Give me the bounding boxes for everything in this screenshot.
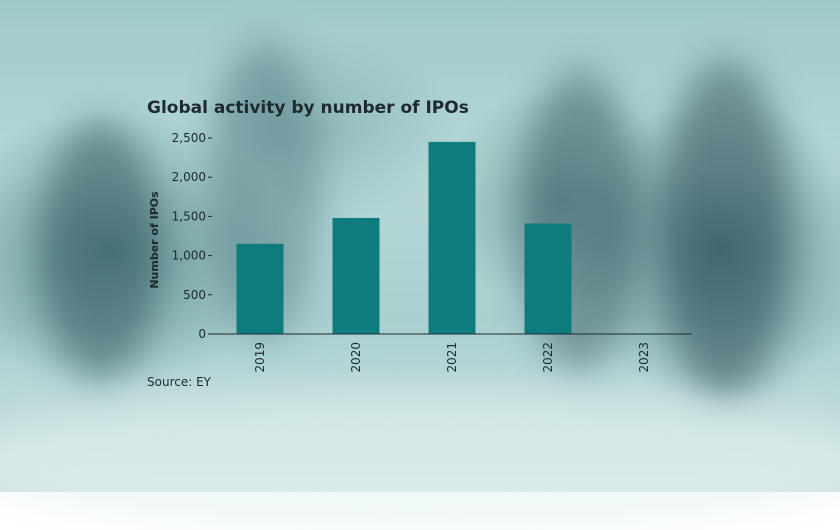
bar-2019 [236, 243, 284, 334]
x-tick-label: 2019 [253, 342, 267, 373]
x-tick-label: 2021 [445, 342, 459, 373]
y-tick-label: 500 [183, 288, 206, 302]
bar-2022 [524, 223, 572, 334]
bar-2020 [332, 217, 380, 334]
chart-title: Global activity by number of IPOs [147, 98, 469, 118]
x-axis-ticks: 2019 2020 2021 2022 2023 [253, 342, 651, 373]
y-axis-ticks: 0 500 1,000 1,500 2,000 2,500 [172, 131, 212, 341]
bar-chart: Global activity by number of IPOs Number… [147, 98, 692, 389]
y-tick-label: 1,000 [172, 249, 206, 263]
y-axis-label: Number of IPOs [148, 191, 161, 289]
x-tick-label: 2022 [541, 342, 555, 373]
y-tick-label: 2,500 [172, 131, 206, 145]
x-tick-label: 2020 [349, 342, 363, 373]
bars [236, 141, 572, 334]
background-figure [40, 120, 160, 380]
background-figure [660, 60, 790, 400]
y-tick-label: 0 [198, 327, 206, 341]
source-note: Source: EY [147, 375, 212, 389]
bar-2021 [428, 141, 476, 334]
y-tick-label: 2,000 [172, 170, 206, 184]
y-tick-label: 1,500 [172, 209, 206, 223]
x-tick-label: 2023 [637, 342, 651, 373]
